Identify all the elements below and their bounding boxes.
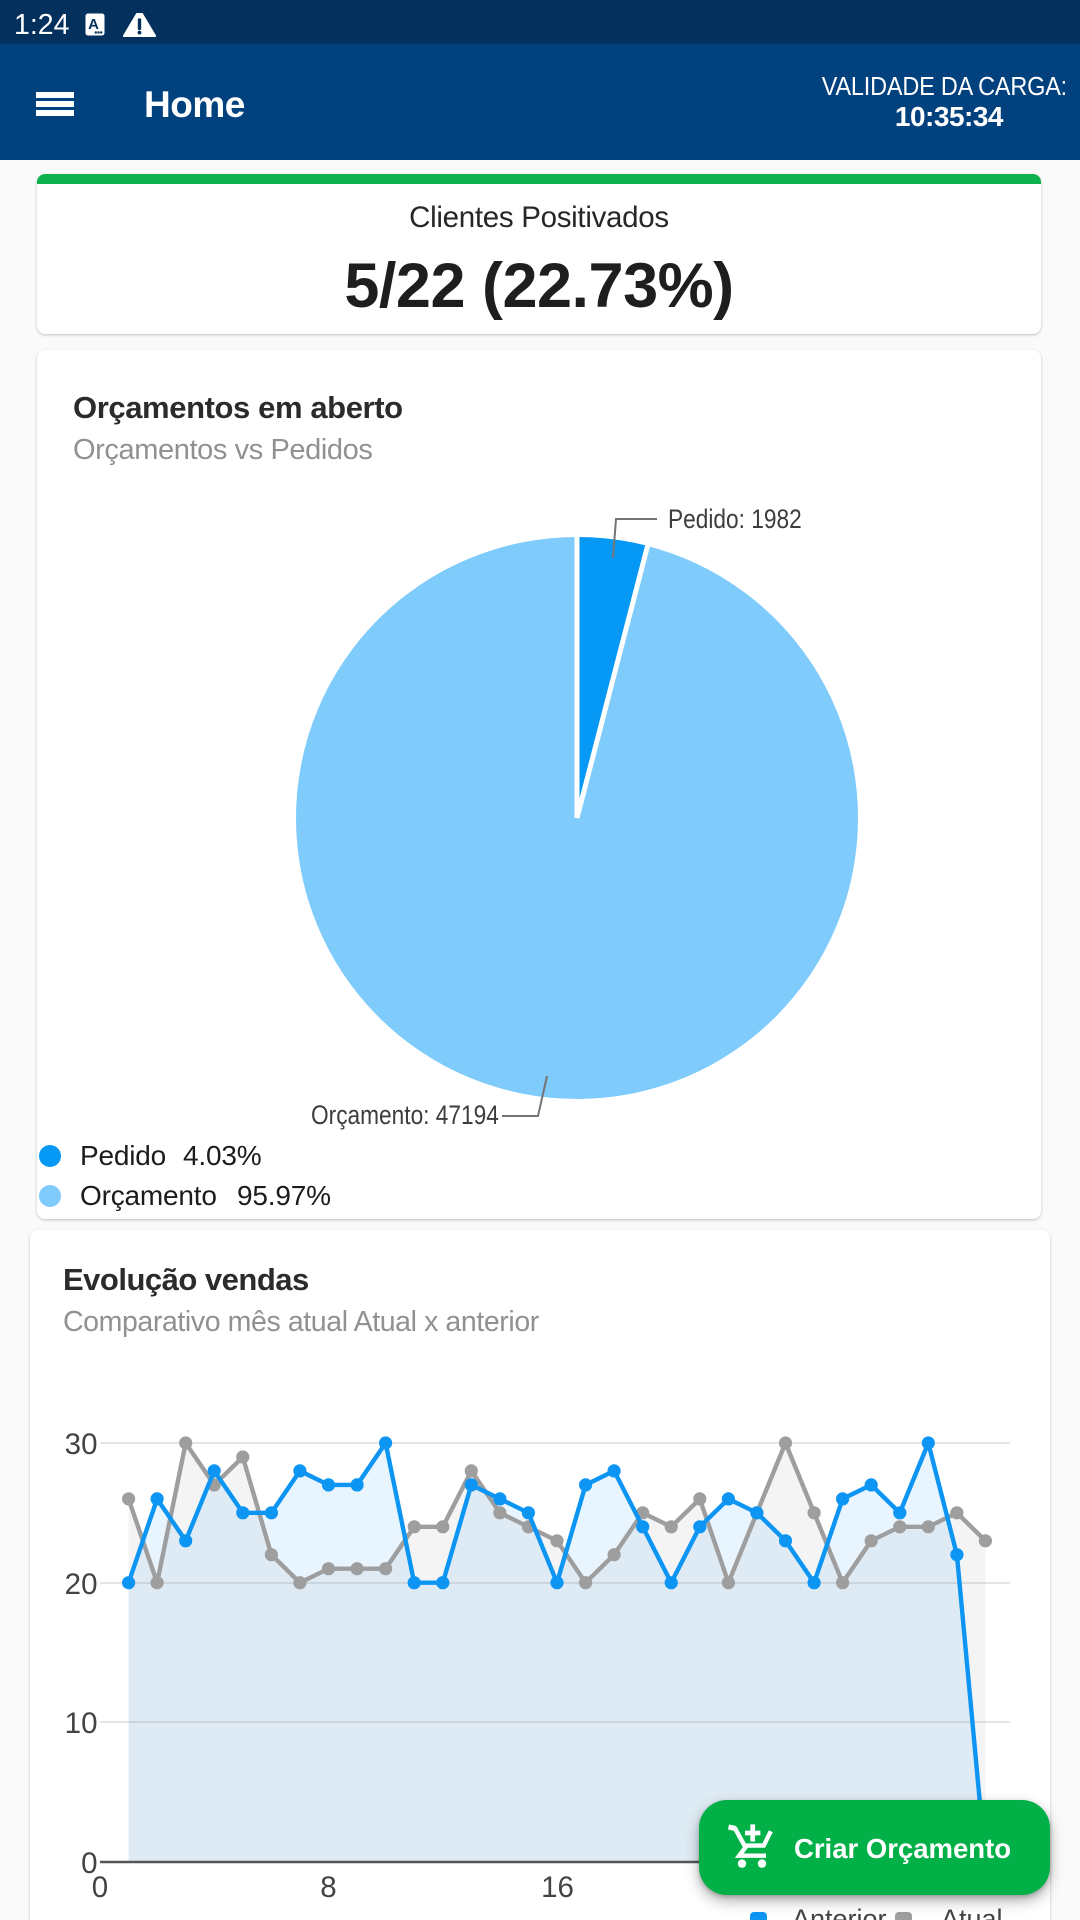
svg-text:0: 0 (81, 1847, 97, 1880)
svg-text:16: 16 (541, 1871, 574, 1904)
svg-text:0: 0 (92, 1871, 108, 1904)
svg-text:A: A (88, 16, 99, 33)
svg-text:10: 10 (65, 1707, 98, 1740)
svg-text:8: 8 (320, 1871, 336, 1904)
svg-text:20: 20 (65, 1568, 98, 1601)
svg-text:30: 30 (65, 1428, 98, 1461)
